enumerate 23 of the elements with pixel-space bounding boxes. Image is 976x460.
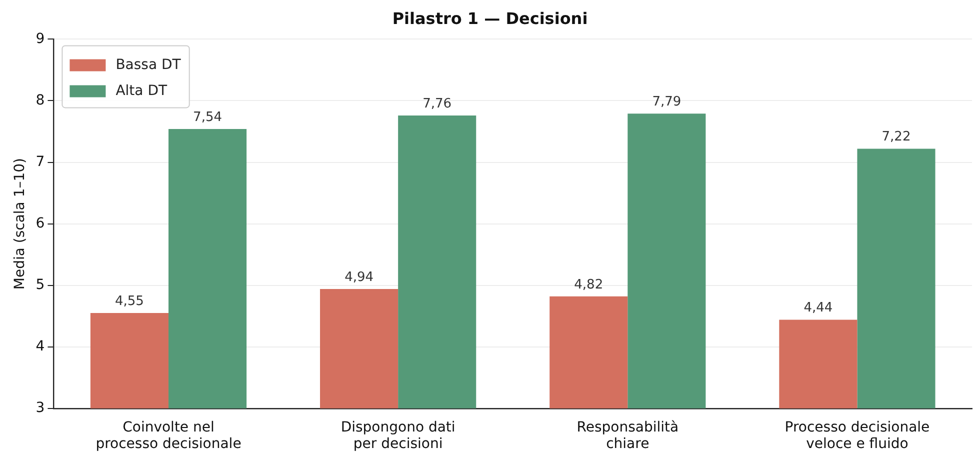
- chart-title: Pilastro 1 — Decisioni: [392, 8, 588, 28]
- y-tick-label: 5: [36, 276, 45, 293]
- x-tick-label: Processo decisionale veloce e fluido: [784, 419, 930, 452]
- y-tick-label: 3: [36, 400, 45, 416]
- x-tick-label: Coinvolte nel processo decisionale: [96, 419, 242, 452]
- data-label: 4,82: [574, 277, 604, 292]
- data-label: 4,55: [114, 294, 144, 309]
- data-label: 4,94: [344, 270, 374, 285]
- x-tick-label: Dispongono dati per decisioni: [340, 419, 456, 452]
- x-tick-label: Responsabilità chiare: [576, 419, 679, 452]
- y-axis-title: Media (scala 1–10): [12, 158, 28, 290]
- y-tick-label: 6: [36, 215, 45, 232]
- y-tick-label: 4: [36, 338, 45, 355]
- legend-label: Alta DT: [116, 82, 168, 99]
- data-label: 4,44: [804, 300, 833, 316]
- data-label: 7,76: [422, 96, 452, 112]
- legend-label: Bassa DT: [116, 56, 182, 73]
- y-tick-label: 8: [36, 92, 45, 108]
- y-tick-label: 9: [36, 30, 45, 47]
- data-label: 7,79: [652, 94, 682, 110]
- data-label: 7,22: [882, 130, 911, 145]
- data-label: 7,54: [193, 110, 222, 125]
- y-tick-label: 7: [36, 154, 45, 170]
